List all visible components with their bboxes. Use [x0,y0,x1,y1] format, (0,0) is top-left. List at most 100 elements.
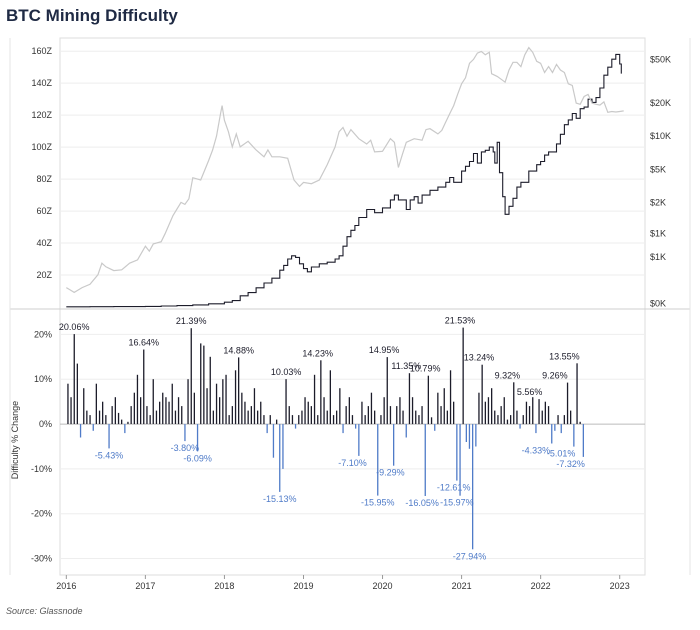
difficulty-bar [487,397,490,425]
bottom-y-axis-ticks: 20% 10% 0% -10% -20% -30% [31,329,52,563]
bottom-y-tick-label: -30% [31,554,52,564]
difficulty-bar [152,379,154,424]
difficulty-line [66,53,622,308]
difficulty-bar [535,424,537,434]
difficulty-bar [231,406,233,424]
difficulty-bar [257,410,259,424]
difficulty-bar [149,415,151,425]
difficulty-bar [475,424,477,447]
difficulty-bar [146,406,148,424]
difficulty-bar [579,421,581,424]
difficulty-bar [288,406,290,424]
bar-data-labels: 20.06% -5.43% 16.64% -3.80% 21.39% -6.09% 14.8… [59,316,585,562]
difficulty-bar [411,397,414,425]
difficulty-bar [67,383,69,424]
difficulty-bar [95,383,97,424]
source-note: Source: Glassnode [6,606,83,616]
difficulty-bar [544,401,546,425]
difficulty-bar [468,424,471,449]
difficulty-bar [459,424,461,496]
difficulty-bar [576,363,578,424]
difficulty-bar [393,424,395,466]
difficulty-bar [430,417,433,424]
difficulty-bar [538,399,540,424]
difficulty-bar [342,424,344,434]
difficulty-bar [89,415,91,425]
difficulty-bar [446,410,448,424]
difficulty-bar [127,421,129,424]
bar-data-label: 14.23% [302,348,333,358]
bar-data-label: 9.32% [495,370,521,380]
difficulty-bar [184,424,186,442]
difficulty-bar [143,349,145,425]
difficulty-bar [323,397,325,425]
bar-data-label: -5.43% [95,450,124,460]
difficulty-bar [443,388,445,425]
difficulty-bar [424,424,426,496]
difficulty-bar [114,397,116,425]
difficulty-bar [367,406,369,424]
difficulty-bar [124,424,126,434]
price-tick-label: $20K [650,98,671,108]
difficulty-bar [162,392,164,425]
bottom-y-axis-label: Difficulty % Change [10,401,20,479]
difficulty-bar [279,424,281,492]
difficulty-bar [168,401,170,425]
difficulty-bar [399,397,401,425]
difficulty-bar [241,392,243,425]
difficulty-bar [345,406,347,424]
difficulty-bar [396,406,398,424]
difficulty-bar [421,406,423,424]
difficulty-bar [307,401,309,425]
top-series [65,46,624,308]
bar-data-label: -15.13% [263,494,297,504]
difficulty-bar [326,410,328,424]
difficulty-bar [276,419,278,425]
difficulty-bar [383,397,385,425]
difficulty-bar [500,406,502,424]
x-axis-ticks: 2016 2017 2018 2019 2020 2021 2022 2023 [56,575,630,591]
difficulty-bar [215,383,218,424]
difficulty-bar [532,397,534,425]
difficulty-bar [98,410,101,424]
bar-data-label: 21.39% [176,316,207,326]
difficulty-bar [427,375,429,425]
bar-data-label: -16.05% [405,498,439,508]
difficulty-bar [503,397,505,425]
difficulty-bar [228,415,230,425]
difficulty-bar [440,406,442,424]
difficulty-bar [494,410,496,424]
difficulty-bar [86,410,88,424]
difficulty-bar [83,388,85,425]
difficulty-bar [234,370,237,425]
difficulty-bar [541,410,543,424]
difficulty-bar [253,388,256,425]
price-tick-label: $0K [650,299,666,309]
difficulty-bar [478,392,480,425]
difficulty-bar [434,424,436,431]
top-y-tick-label: 160Z [31,46,52,56]
difficulty-bar [222,379,224,424]
top-y-tick-label: 60Z [36,206,52,216]
difficulty-bar [361,401,363,425]
difficulty-bar [238,357,240,425]
difficulty-bar [510,415,512,425]
difficulty-bar [225,374,227,425]
difficulty-bar [582,424,584,457]
difficulty-bar [130,406,132,424]
bar-data-label: -12.61% [437,483,471,493]
difficulty-bar [260,401,262,425]
difficulty-bar [108,424,110,449]
difficulty-bar [102,401,104,425]
bar-data-label: -9.29% [376,468,405,478]
difficulty-bar [266,424,268,434]
x-tick-label: 2022 [531,581,551,591]
difficulty-bar [484,401,486,425]
difficulty-bar [196,424,199,452]
difficulty-bar [291,415,294,425]
difficulty-bar [250,406,252,424]
difficulty-bar [554,424,556,431]
bar-data-label: 21.53% [445,316,476,326]
difficulty-bar [456,424,458,481]
difficulty-bar [111,406,113,424]
